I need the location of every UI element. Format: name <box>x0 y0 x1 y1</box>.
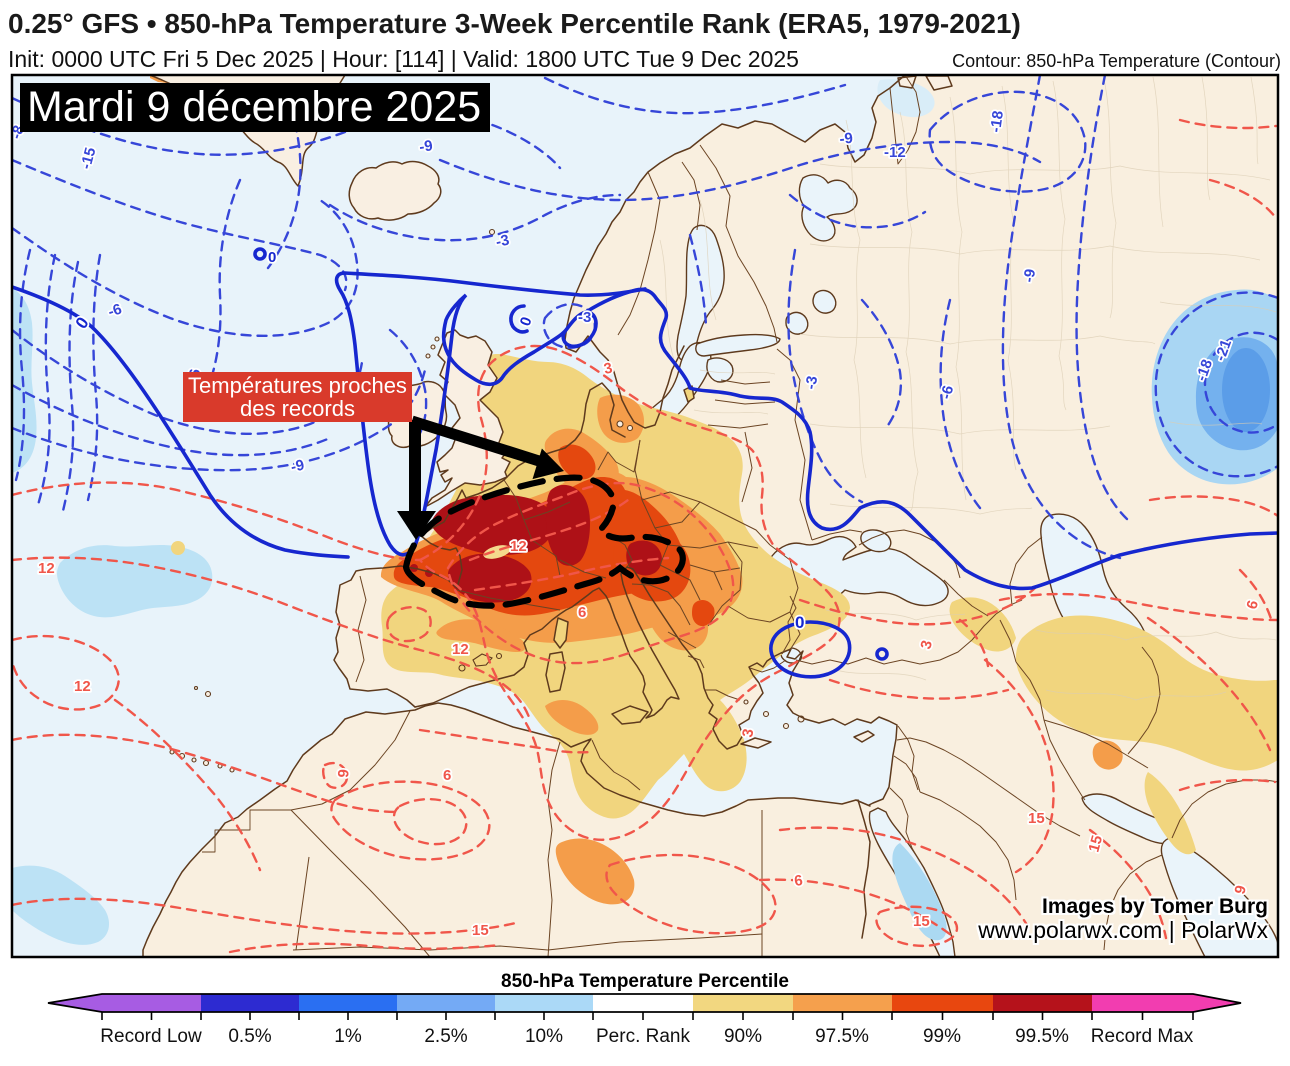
svg-text:12: 12 <box>510 538 527 555</box>
svg-text:12: 12 <box>452 641 469 658</box>
svg-text:-3: -3 <box>494 232 511 251</box>
svg-text:-9: -9 <box>1020 268 1039 284</box>
svg-text:9: 9 <box>335 769 353 779</box>
svg-text:-6: -6 <box>937 384 957 401</box>
svg-text:-9: -9 <box>839 130 854 148</box>
svg-text:15: 15 <box>1028 810 1045 827</box>
svg-text:6: 6 <box>443 767 451 784</box>
svg-text:6: 6 <box>578 604 586 621</box>
svg-text:0: 0 <box>795 613 804 632</box>
svg-text:12: 12 <box>74 678 91 695</box>
svg-text:-18: -18 <box>987 110 1007 134</box>
svg-text:-3: -3 <box>802 375 821 391</box>
svg-text:-12: -12 <box>884 144 906 161</box>
svg-text:-9: -9 <box>289 457 306 476</box>
svg-text:12: 12 <box>38 560 55 577</box>
svg-text:15: 15 <box>913 913 930 930</box>
svg-text:-3: -3 <box>578 309 591 326</box>
svg-text:-9: -9 <box>418 137 434 156</box>
svg-text:15: 15 <box>472 922 489 939</box>
svg-text:0: 0 <box>268 249 276 266</box>
